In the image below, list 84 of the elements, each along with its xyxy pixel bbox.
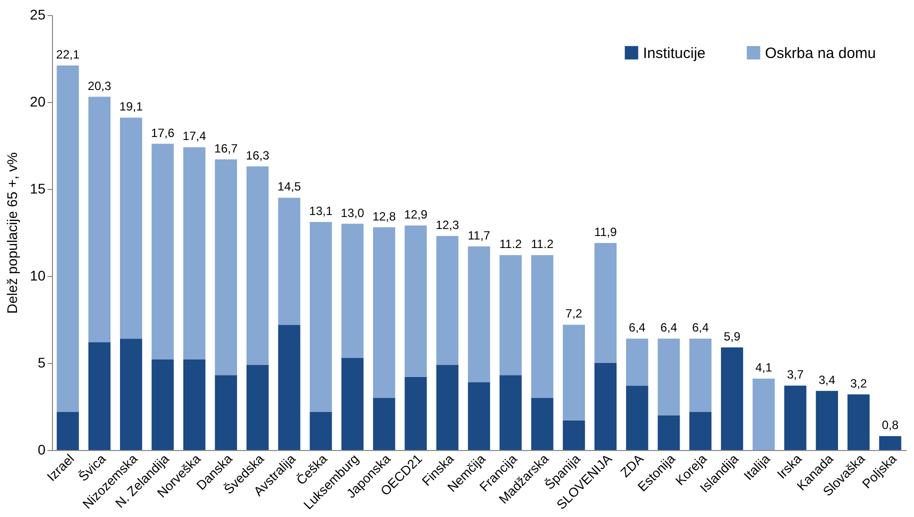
y-tick-label: 5 [38, 354, 46, 370]
y-tick-label: 10 [30, 268, 46, 284]
total-label: 7,2 [566, 306, 583, 321]
total-label: 13,0 [340, 206, 364, 220]
bar [531, 255, 554, 398]
bar [689, 412, 712, 450]
bar [88, 342, 111, 450]
bar [341, 224, 364, 358]
total-label: 13,1 [309, 204, 333, 218]
bar [310, 222, 332, 412]
bar [500, 255, 522, 376]
bar [436, 364, 458, 450]
bar [658, 415, 680, 450]
total-label: 17,6 [151, 126, 175, 140]
y-tick-label: 0 [38, 442, 46, 458]
total-label: 3,2 [850, 376, 868, 390]
total-label: 5,9 [724, 329, 741, 344]
total-label: 14,5 [278, 180, 302, 194]
total-label: 3,7 [786, 368, 804, 382]
bar [531, 398, 554, 450]
total-label: 6,4 [660, 320, 678, 335]
bar [56, 412, 79, 450]
bar [278, 324, 300, 450]
bar [183, 360, 206, 450]
total-label: 16,3 [246, 148, 270, 162]
bar [152, 144, 174, 360]
total-label: 12,8 [372, 209, 396, 224]
bar [468, 382, 490, 450]
bar [626, 338, 648, 386]
bar [152, 360, 174, 450]
total-label: 0,8 [882, 418, 899, 432]
y-tick-label: 20 [30, 94, 46, 110]
bar [468, 246, 490, 382]
bar [373, 398, 396, 450]
bar [310, 412, 332, 450]
bar [404, 226, 427, 377]
y-tick-label: 15 [30, 180, 46, 196]
bar [404, 376, 427, 450]
bar [594, 242, 617, 363]
bar [500, 375, 522, 450]
total-label: 11,7 [468, 228, 491, 242]
bar [56, 65, 79, 412]
bar [689, 338, 712, 412]
bar [562, 324, 585, 420]
bar [562, 420, 585, 450]
bar [278, 198, 300, 325]
bar [88, 96, 111, 342]
total-label: 11.2 [499, 237, 522, 252]
total-label: 20,3 [88, 78, 112, 93]
total-label: 12,9 [404, 208, 428, 222]
y-axis-title: Delež populacije 65 +, v% [4, 152, 20, 314]
bar [246, 166, 269, 365]
total-label: 4,1 [755, 360, 772, 375]
bar [658, 338, 680, 416]
bar [120, 338, 142, 450]
bar [436, 236, 458, 365]
bar [120, 118, 142, 339]
total-label: 6,4 [692, 320, 710, 335]
total-label: 11,9 [594, 224, 618, 239]
total-label: 12,3 [436, 218, 460, 232]
bar [784, 386, 806, 450]
total-label: 19,1 [119, 100, 144, 114]
total-label: 6,4 [628, 320, 646, 335]
bar [720, 347, 744, 450]
bar [214, 159, 238, 376]
bar [214, 375, 238, 450]
bar [246, 364, 269, 450]
bar [626, 386, 648, 450]
bar [341, 358, 364, 450]
total-label: 3,4 [818, 372, 836, 387]
total-label: 17,4 [182, 129, 206, 144]
bar [816, 390, 838, 450]
bar [847, 394, 870, 450]
bar [183, 147, 206, 360]
y-tick-label: 25 [30, 6, 46, 22]
total-label: 11.2 [531, 237, 554, 252]
legend-label: Oskrba na domu [765, 44, 876, 62]
total-label: 16,7 [214, 141, 238, 156]
bar [594, 363, 617, 450]
bar [373, 227, 396, 398]
bar [879, 436, 902, 450]
bar [752, 378, 775, 450]
total-label: 22,1 [56, 47, 80, 62]
legend-label: Institucije [643, 44, 706, 62]
